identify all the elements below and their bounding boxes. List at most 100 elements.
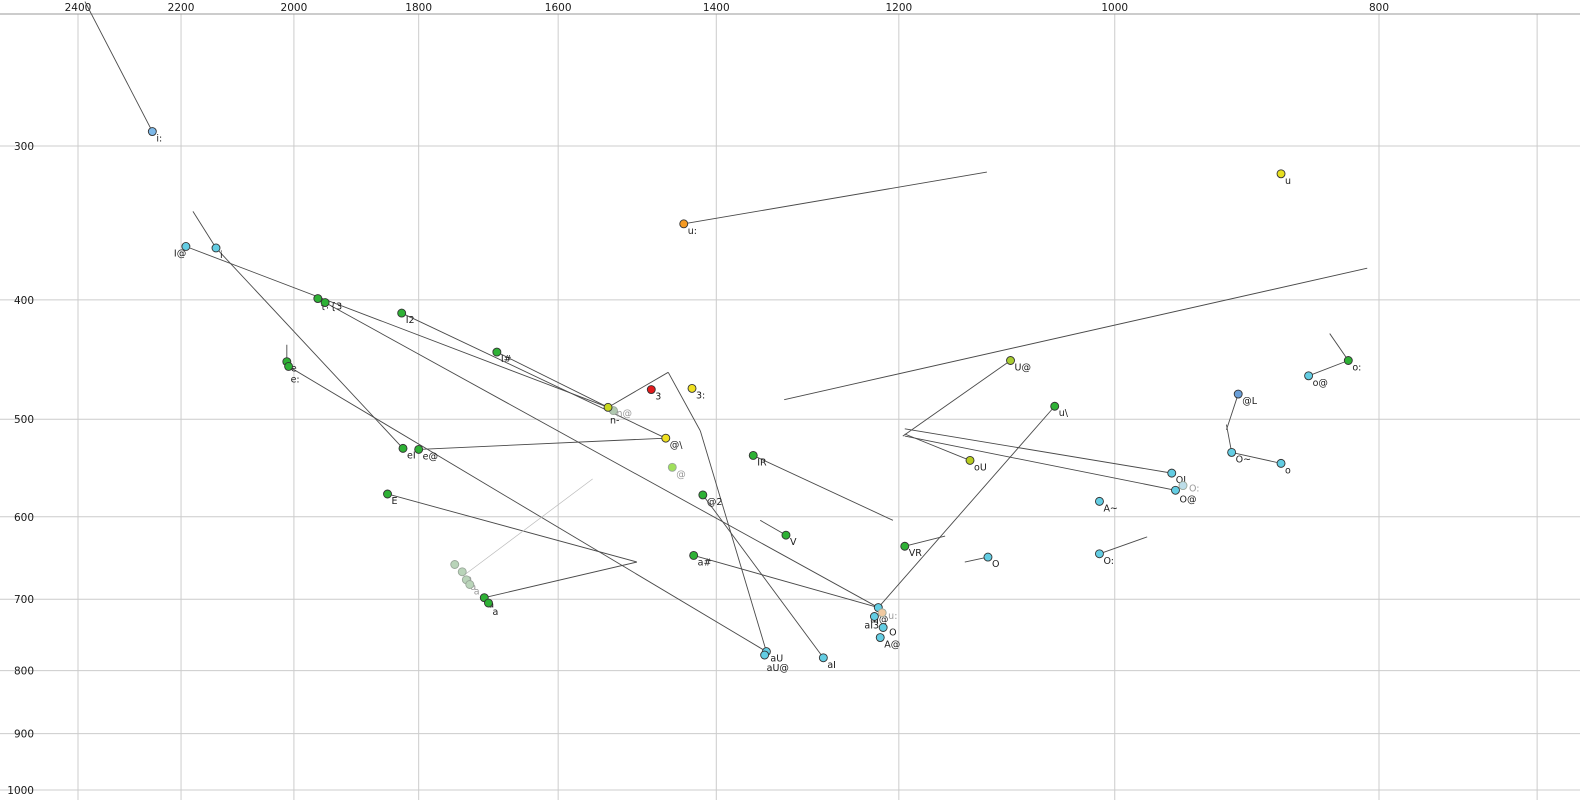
data-point [818, 653, 828, 663]
data-point [484, 598, 493, 608]
point-label: VR [909, 548, 922, 559]
x-tick-label: 2000 [281, 2, 308, 14]
x-tick-label: 1800 [405, 2, 432, 14]
data-point [397, 308, 407, 318]
data-point [450, 560, 460, 569]
point-label: u [1285, 176, 1291, 187]
x-tick-label: 1200 [885, 2, 912, 14]
vowel-shift-line [387, 493, 638, 563]
vowel-shift-line [753, 455, 894, 521]
vowel-shift-line [1329, 333, 1349, 361]
vowel-shift-line [317, 298, 879, 608]
point-label: IR [757, 457, 767, 468]
point-label: aU [770, 654, 783, 665]
point-label: I@ [174, 248, 186, 259]
x-tick-label: 800 [1369, 2, 1389, 14]
data-point [1343, 356, 1353, 365]
vowel-shift-line [84, 1, 153, 132]
point-label: u: [688, 226, 697, 237]
point-label: O: [1189, 484, 1200, 495]
point-label: i [220, 250, 223, 261]
data-point [414, 444, 424, 454]
point-label: I2 [406, 315, 415, 326]
vowel-shift-line [401, 312, 666, 439]
data-point [878, 623, 888, 632]
y-tick-label: 500 [14, 414, 34, 426]
point-label: o [1285, 465, 1291, 476]
point-label: a# [698, 557, 712, 568]
point-label: e [291, 364, 297, 375]
point-label: 3 [655, 392, 661, 403]
point-label: a [474, 586, 480, 597]
data-point [1050, 401, 1060, 411]
point-label: n@ [616, 409, 632, 420]
vowel-shift-line [1231, 451, 1282, 464]
vowel-shift-line [702, 494, 824, 659]
data-point [320, 298, 330, 307]
point-label: e: [291, 374, 300, 385]
data-point [689, 550, 699, 560]
data-point [869, 612, 879, 621]
data-point [983, 552, 993, 562]
data-point [465, 580, 475, 589]
x-tick-label: 2200 [168, 2, 195, 14]
vowel-shift-line [484, 561, 638, 599]
point-label: @2 [707, 497, 723, 508]
point-label: i: [156, 134, 162, 145]
vowel-shift-line [215, 247, 404, 449]
data-point [1171, 485, 1180, 495]
data-point [667, 462, 677, 472]
point-label: aI3 [864, 621, 879, 632]
data-point [313, 294, 323, 303]
point-label: @\ [670, 440, 684, 451]
vowel-shift-line [902, 360, 1011, 437]
point-label: O [992, 559, 999, 570]
point-label: oU [974, 462, 987, 473]
data-point [1167, 468, 1177, 478]
vowel-shift-line [1225, 424, 1233, 453]
vowel-shift-line [699, 430, 767, 652]
y-tick-label: 800 [14, 666, 34, 678]
vowel-shift-line [683, 171, 987, 225]
data-point [781, 530, 791, 540]
point-label: E [392, 496, 398, 507]
point-label: O@ [1179, 494, 1196, 505]
data-point [1276, 169, 1286, 179]
point-label: A~ [1103, 503, 1117, 514]
point-label: u\ [1059, 408, 1069, 419]
point-label: U@ [1015, 362, 1031, 373]
data-point [492, 347, 502, 357]
data-point [1095, 496, 1104, 506]
y-tick-label: 300 [14, 141, 34, 153]
data-point [877, 608, 887, 618]
point-label: A@ [884, 640, 900, 651]
point-label: e@ [423, 451, 438, 462]
data-point [760, 650, 770, 660]
x-tick-label: 1000 [1101, 2, 1128, 14]
x-tick-label: 1600 [545, 2, 572, 14]
vowel-shift-line [464, 478, 593, 576]
vowel-shift-line [667, 372, 701, 432]
vowel-shift-line [760, 519, 787, 536]
data-point [875, 633, 885, 642]
data-point [698, 490, 708, 500]
data-point [181, 242, 191, 251]
vowel-shift-line [1226, 393, 1239, 430]
data-point [965, 455, 975, 465]
point-label: aI [827, 660, 836, 671]
vowel-shift-line [607, 371, 669, 408]
point-label: {3 [330, 302, 342, 313]
data-point [687, 383, 697, 393]
point-label: O: [1103, 556, 1114, 567]
vowel-shift-line [877, 405, 1056, 608]
point-label: eI [407, 450, 416, 461]
data-point [1006, 356, 1015, 365]
point-label: 3: [696, 390, 705, 401]
vowel-shift-line [1099, 536, 1148, 555]
point-label: I# [501, 354, 512, 365]
data-point [1233, 389, 1243, 399]
vowel-shift-line [904, 428, 1172, 474]
data-point [1227, 447, 1237, 457]
